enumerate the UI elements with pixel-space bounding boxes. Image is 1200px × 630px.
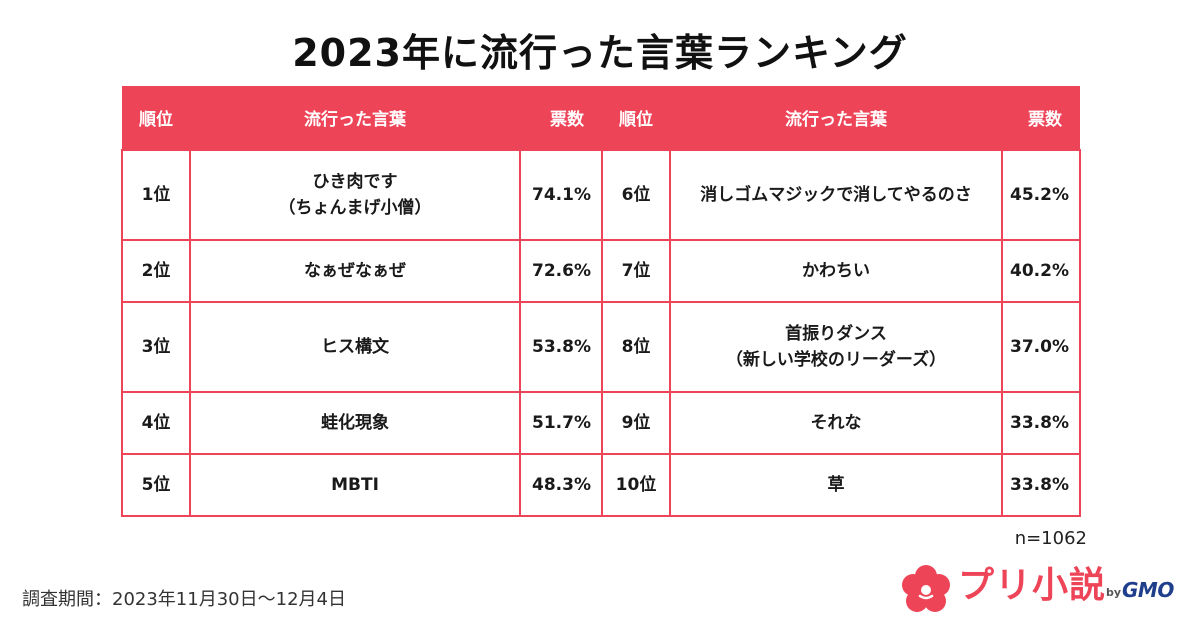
word-line: 草 <box>827 474 845 495</box>
rank-cell: 10位 <box>601 453 671 517</box>
percent-cell: 48.3% <box>519 453 603 517</box>
percent-cell: 33.8% <box>1001 453 1081 517</box>
word-cell: ひき肉です （ちょんまげ小僧） <box>189 149 521 241</box>
word-cell: ヒス構文 <box>189 301 521 393</box>
percent-cell: 51.7% <box>519 391 603 455</box>
percent-cell: 45.2% <box>1001 149 1081 241</box>
flower-logo-icon <box>902 565 950 612</box>
rank-cell: 3位 <box>121 301 191 393</box>
word-cell: 消しゴムマジックで消してやるのさ <box>669 149 1003 241</box>
word-line: ひき肉です <box>312 171 398 192</box>
word-cell: なぁぜなぁぜ <box>189 239 521 303</box>
table-header-row: 順位 流行った言葉 票数 順位 流行った言葉 票数 <box>122 86 1080 150</box>
table-row: 3位 ヒス構文 53.8% 8位 首振りダンス （新しい学校のリーダーズ） 37… <box>121 301 1081 393</box>
rank-cell: 5位 <box>121 453 191 517</box>
rank-cell: 6位 <box>601 149 671 241</box>
brand-name: プリ小説 <box>958 565 1107 606</box>
word-cell: 草 <box>669 453 1003 517</box>
header-rank: 順位 <box>122 86 190 150</box>
rank-cell: 2位 <box>121 239 191 303</box>
header-rank: 順位 <box>602 86 670 150</box>
header-votes: 票数 <box>1002 86 1080 150</box>
word-line: それな <box>810 412 862 433</box>
rank-cell: 7位 <box>601 239 671 303</box>
survey-period: 調査期間：2023年11月30日〜12月4日 <box>22 589 346 610</box>
header-word: 流行った言葉 <box>190 86 520 150</box>
brand-logo: プリ小説 by GMO <box>898 562 1188 618</box>
percent-cell: 37.0% <box>1001 301 1081 393</box>
word-cell: 首振りダンス （新しい学校のリーダーズ） <box>669 301 1003 393</box>
rank-cell: 8位 <box>601 301 671 393</box>
word-cell: 蛙化現象 <box>189 391 521 455</box>
sample-size: n=1062 <box>1014 528 1087 549</box>
percent-cell: 33.8% <box>1001 391 1081 455</box>
word-line: 消しゴムマジックで消してやるのさ <box>700 184 972 205</box>
word-line: 首振りダンス <box>785 323 887 344</box>
rank-cell: 9位 <box>601 391 671 455</box>
percent-cell: 72.6% <box>519 239 603 303</box>
header-votes: 票数 <box>520 86 602 150</box>
company-logo: GMO <box>1122 578 1174 602</box>
word-line: （新しい学校のリーダーズ） <box>725 350 947 370</box>
percent-cell: 53.8% <box>519 301 603 393</box>
table-row: 1位 ひき肉です （ちょんまげ小僧） 74.1% 6位 消しゴムマジックで消して… <box>121 149 1081 241</box>
table-row: 5位 MBTI 48.3% 10位 草 33.8% <box>121 453 1081 517</box>
word-line: なぁぜなぁぜ <box>304 260 406 281</box>
brand-by: by <box>1106 586 1122 599</box>
word-cell: それな <box>669 391 1003 455</box>
table-row: 2位 なぁぜなぁぜ 72.6% 7位 かわちい 40.2% <box>121 239 1081 303</box>
page-title: 2023年に流行った言葉ランキング <box>292 31 908 75</box>
word-line: （ちょんまげ小僧） <box>278 198 432 218</box>
rank-cell: 4位 <box>121 391 191 455</box>
word-line: 蛙化現象 <box>321 412 389 433</box>
percent-cell: 40.2% <box>1001 239 1081 303</box>
rank-cell: 1位 <box>121 149 191 241</box>
word-line: ヒス構文 <box>321 336 389 357</box>
ranking-table: 順位 流行った言葉 票数 順位 流行った言葉 票数 1位 ひき肉です （ちょんま… <box>121 86 1081 517</box>
header-word: 流行った言葉 <box>670 86 1002 150</box>
word-line: かわちい <box>802 260 870 281</box>
percent-cell: 74.1% <box>519 149 603 241</box>
word-cell: かわちい <box>669 239 1003 303</box>
word-cell: MBTI <box>189 453 521 517</box>
word-line: MBTI <box>331 474 379 495</box>
table-row: 4位 蛙化現象 51.7% 9位 それな 33.8% <box>121 391 1081 455</box>
